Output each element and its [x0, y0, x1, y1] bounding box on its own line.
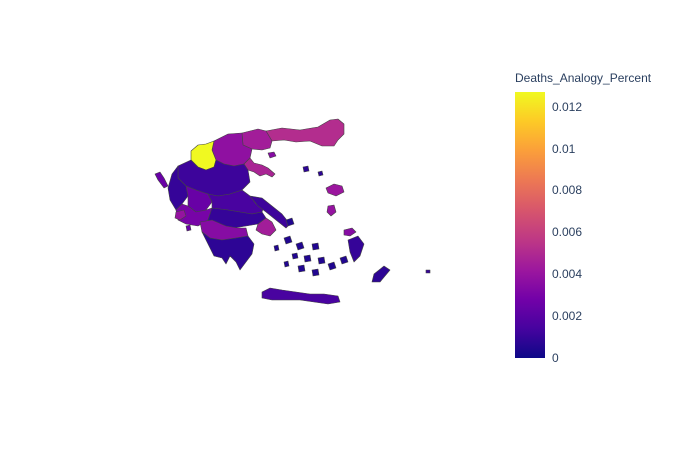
island-small-west-1[interactable] — [185, 224, 192, 232]
region-ionian-islands[interactable] — [154, 171, 169, 189]
colorbar-tick-label: 0.002 — [552, 309, 583, 324]
region-samos[interactable] — [343, 227, 357, 237]
colorbar-tick-label: 0 — [552, 351, 559, 365]
colorbar-tick-label: 0.008 — [552, 183, 583, 198]
region-rhodes[interactable] — [371, 265, 391, 283]
region-limnos[interactable] — [302, 165, 310, 173]
region-dodecanese[interactable] — [347, 235, 365, 263]
region-attica[interactable] — [255, 217, 277, 237]
colorbar — [515, 92, 545, 358]
region-peloponnese-south[interactable] — [201, 231, 255, 271]
region-kefalonia[interactable] — [174, 209, 187, 221]
region-chalkidiki[interactable] — [243, 157, 276, 178]
region-thrace[interactable] — [265, 118, 345, 147]
colorbar-tick-label: 0.012 — [552, 99, 583, 114]
region-lesbos[interactable] — [325, 183, 345, 197]
island-small-north-1[interactable] — [317, 170, 324, 177]
region-thasos[interactable] — [267, 151, 277, 159]
island-small-east-1[interactable] — [425, 269, 431, 274]
region-skyros[interactable] — [285, 217, 295, 227]
colorbar-tick-label: 0.004 — [552, 267, 583, 282]
cyclades-islands[interactable] — [273, 235, 349, 277]
colorbar-tick-label: 0.006 — [552, 225, 583, 240]
colorbar-tick-label: 0.01 — [552, 141, 576, 156]
region-epirus[interactable] — [167, 165, 189, 211]
region-chios[interactable] — [326, 204, 337, 217]
region-crete[interactable] — [261, 287, 341, 305]
colorbar-title: Deaths_Analogy_Percent — [515, 71, 652, 85]
